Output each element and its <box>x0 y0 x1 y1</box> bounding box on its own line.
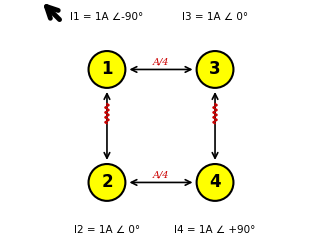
Circle shape <box>89 164 125 201</box>
Text: 1: 1 <box>101 61 113 79</box>
Text: A/4: A/4 <box>153 58 169 67</box>
Circle shape <box>197 51 233 88</box>
Text: I4 = 1A ∠ +90°: I4 = 1A ∠ +90° <box>174 225 256 235</box>
Text: A/4: A/4 <box>153 171 169 180</box>
Circle shape <box>89 51 125 88</box>
Text: 3: 3 <box>209 61 221 79</box>
Text: I2 = 1A ∠ 0°: I2 = 1A ∠ 0° <box>74 225 140 235</box>
Text: I1 = 1A ∠-90°: I1 = 1A ∠-90° <box>70 12 144 22</box>
Text: 4: 4 <box>209 173 221 191</box>
Circle shape <box>197 164 233 201</box>
Text: I3 = 1A ∠ 0°: I3 = 1A ∠ 0° <box>182 12 248 22</box>
Text: 2: 2 <box>101 173 113 191</box>
